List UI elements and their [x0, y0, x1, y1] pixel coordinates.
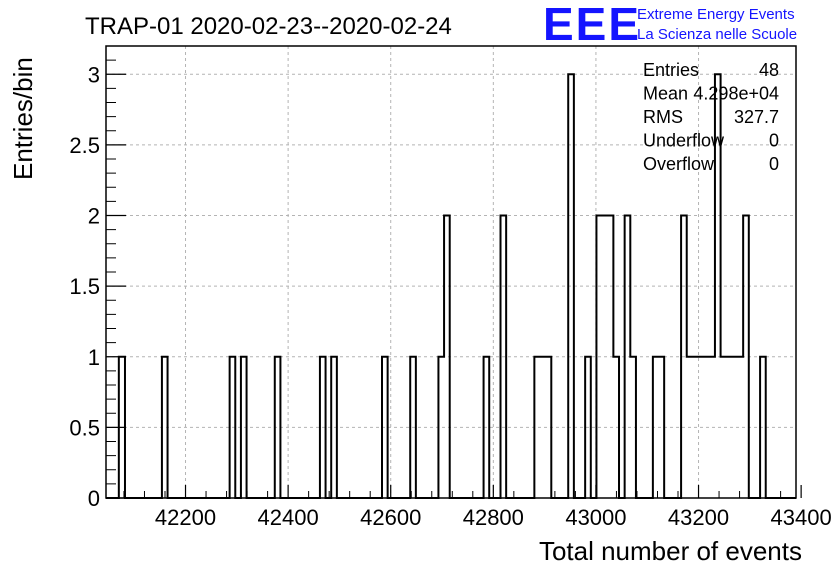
stats-value: 327.7 — [734, 107, 779, 127]
x-tick-label: 42200 — [155, 505, 216, 530]
stats-label: RMS — [643, 107, 683, 127]
x-tick-label: 42400 — [258, 505, 319, 530]
histogram-bin — [534, 357, 551, 498]
grid — [106, 46, 796, 498]
y-tick-label: 2 — [88, 204, 100, 229]
stats-label: Underflow — [643, 131, 725, 151]
x-tick-label: 43000 — [565, 505, 626, 530]
stats-label: Overflow — [643, 154, 715, 174]
y-tick-label: 1 — [88, 345, 100, 370]
chart-title: TRAP-01 2020-02-23--2020-02-24 — [85, 13, 452, 40]
x-tick-label: 42600 — [360, 505, 421, 530]
logo-line-2: La Scienza nelle Scuole — [637, 26, 797, 43]
stats-label: Mean — [643, 84, 688, 104]
plot-frame — [105, 45, 797, 499]
x-tick-label: 43200 — [668, 505, 729, 530]
x-tick-label: 43400 — [771, 505, 832, 530]
x-axis-title: Total number of events — [539, 536, 802, 566]
stats-value: 4.298e+04 — [693, 84, 779, 104]
stats-box: Entries 48 Mean 4.298e+04 RMS 327.7 Underflow 0… — [643, 60, 779, 174]
stats-label: Entries — [643, 60, 699, 80]
y-tick-label: 0 — [88, 486, 100, 511]
y-tick-label: 1.5 — [69, 274, 100, 299]
stats-value: 48 — [759, 60, 779, 80]
y-axis-title: Entries/bin — [8, 57, 38, 180]
stats-value: 0 — [769, 154, 779, 174]
x-tick-label: 42800 — [463, 505, 524, 530]
axes: 42200 42400 42600 42800 43000 43200 43400 0 0.5 1… — [69, 59, 832, 530]
y-tick-label: 3 — [88, 62, 100, 87]
y-tick-label: 2.5 — [69, 133, 100, 158]
y-tick-label: 0.5 — [69, 415, 100, 440]
stats-value: 0 — [769, 131, 779, 151]
histogram-line — [106, 73, 796, 499]
logo-line-1: Extreme Energy Events — [637, 6, 795, 23]
eee-logo: EEE — [543, 0, 641, 50]
